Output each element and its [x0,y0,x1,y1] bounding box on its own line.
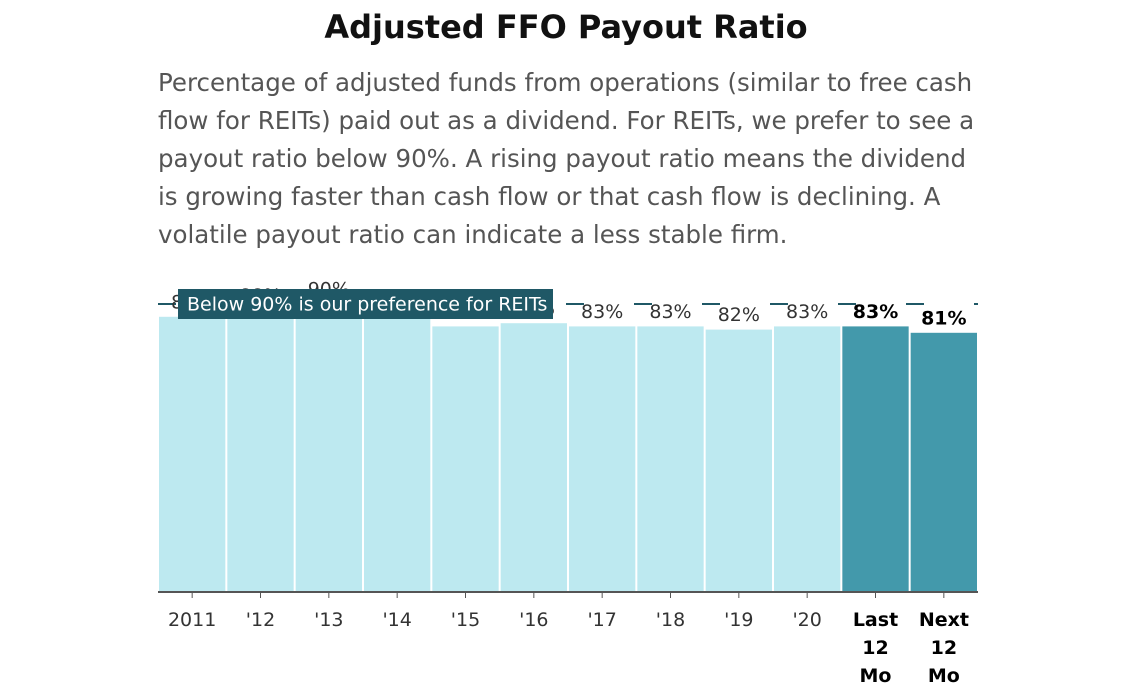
value-label: 82% [718,304,760,326]
bar [432,326,499,592]
value-label: 83% [853,301,898,323]
value-label: 83% [786,301,828,323]
x-tick-label: '18 [655,609,686,631]
value-label: 83% [581,301,623,323]
x-tick-label: Next 12 Mo [918,609,969,687]
chart-subtitle: Percentage of adjusted funds from operat… [158,68,975,249]
x-tick-label: 2011 [167,609,217,631]
bar [705,329,772,592]
bar [569,326,636,592]
x-tick-label: '16 [519,609,549,631]
bar [364,313,431,592]
x-tick-label: '14 [382,609,412,631]
x-tick-label: '13 [314,609,344,631]
x-tick-label: '20 [792,609,822,631]
x-tick-label: '19 [724,609,754,631]
bar [842,326,909,592]
annotation-box [178,289,553,319]
bar [500,323,567,592]
x-tick-label: '15 [450,609,481,631]
value-label: 83% [649,301,691,323]
annotation-text: Below 90% is our preference for REITs [187,294,547,316]
bar [774,326,841,592]
bar [295,304,362,592]
bar [159,316,226,592]
bar [227,310,294,592]
value-label: 81% [921,307,966,329]
bar [637,326,704,592]
x-tick-label: '17 [587,609,617,631]
bar [910,332,977,592]
x-tick-label: '12 [245,609,276,631]
threshold-annotation: Below 90% is our preference for REITs [178,289,553,319]
chart-title: Adjusted FFO Payout Ratio [324,8,808,46]
x-tick-label: Last 12 Mo [852,609,899,687]
